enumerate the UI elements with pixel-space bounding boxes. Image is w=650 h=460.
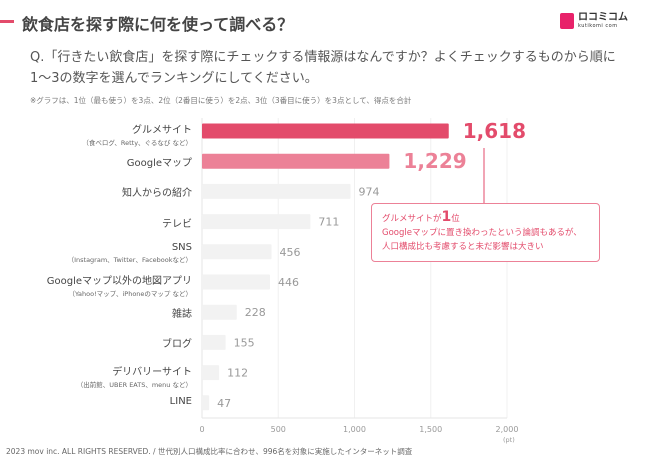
category-name: 雑誌 — [172, 309, 192, 321]
x-tick-label: 0 — [199, 425, 204, 434]
value-label: 228 — [245, 306, 266, 319]
value-label: 47 — [217, 397, 231, 410]
value-label: 1,229 — [403, 149, 466, 173]
category-label: 知人からの紹介 — [122, 184, 192, 199]
bar — [202, 153, 390, 169]
category-label: テレビ — [162, 215, 192, 230]
category-label: グルメサイト （食べログ、Retty、ぐるなび など） — [82, 121, 192, 147]
category-label: デリバリーサイト （出前館、UBER EATS、menu など） — [77, 363, 192, 389]
value-label: 711 — [318, 216, 339, 229]
x-tick-label: 1,500 — [419, 425, 442, 434]
callout-pre: グルメサイトが — [382, 214, 442, 224]
category-name: 知人からの紹介 — [122, 188, 192, 200]
callout-num: 1 — [441, 209, 452, 225]
bar — [202, 304, 237, 320]
category-label: Googleマップ以外の地図アプリ （Yahoo!マップ、iPhoneのマップ な… — [47, 272, 192, 298]
bar — [202, 214, 311, 230]
category-label: Googleマップ — [127, 154, 192, 169]
category-label: 雑誌 — [172, 305, 192, 320]
bar — [202, 123, 449, 139]
callout-line3: 人口構成比も考慮すると未だ影響は大きい — [382, 242, 544, 252]
page-title: 飲食店を探す際に何を使って調べる？ — [22, 15, 294, 34]
category-name: グルメサイト — [132, 125, 192, 136]
x-tick-label: 2,000 — [496, 425, 519, 434]
category-label: LINE — [170, 396, 192, 407]
value-label: 155 — [234, 336, 255, 349]
category-sub: （食べログ、Retty、ぐるなび など） — [82, 139, 192, 147]
bar — [202, 334, 226, 350]
x-tick-label: 1,000 — [343, 425, 366, 434]
x-tick-label: 500 — [271, 425, 286, 434]
logo: ロコミコム kutikomi com — [560, 13, 628, 29]
category-sub: （出前館、UBER EATS、menu など） — [76, 380, 192, 389]
category-sub: （Instagram、Twitter、Facebookなど） — [67, 255, 192, 264]
category-name: Googleマップ — [126, 158, 192, 170]
category-label: SNS （Instagram、Twitter、Facebookなど） — [68, 242, 192, 264]
callout-post: 位 — [451, 214, 460, 224]
question-text: Q.「行きたい飲食店」を探す際にチェックする情報源はなんですか？よくチェックする… — [30, 50, 616, 86]
category-name: Googleマップ以外の地図アプリ — [46, 276, 192, 287]
bar — [202, 244, 272, 260]
value-label: 974 — [359, 185, 380, 198]
logo-sub: kutikomi com — [578, 23, 618, 29]
value-label: 446 — [278, 276, 299, 289]
bar — [202, 274, 271, 290]
callout-box: グルメサイトが1位 Googleマップに置き換わったという論調もあるが、 人口構… — [371, 203, 600, 262]
bar — [202, 365, 220, 381]
bar — [202, 183, 351, 199]
category-label: ブログ — [162, 335, 192, 350]
category-name: LINE — [169, 395, 192, 407]
value-label: 112 — [227, 367, 248, 380]
value-label: 1,618 — [463, 119, 526, 143]
bar — [202, 395, 210, 411]
category-name: テレビ — [162, 218, 192, 230]
title-accent — [0, 20, 14, 23]
chart-note: ※グラフは、1位（最も使う）を3点、2位（2番目に使う）を2点、3位（3番目に使… — [30, 96, 412, 105]
logo-text: ロコミコム — [578, 12, 628, 23]
logo-icon — [560, 13, 574, 29]
footer: 2023 mov inc. ALL RIGHTS RESERVED. / 世代別… — [6, 447, 413, 456]
callout-line2: Googleマップに置き換わったという論調もあるが、 — [382, 228, 582, 238]
category-name: デリバリーサイト — [112, 366, 192, 378]
category-sub: （Yahoo!マップ、iPhoneのマップ など） — [68, 290, 192, 298]
value-label: 456 — [280, 246, 301, 259]
category-name: SNS — [171, 241, 192, 253]
x-unit: (pt) — [503, 436, 515, 444]
category-name: ブログ — [162, 339, 192, 351]
